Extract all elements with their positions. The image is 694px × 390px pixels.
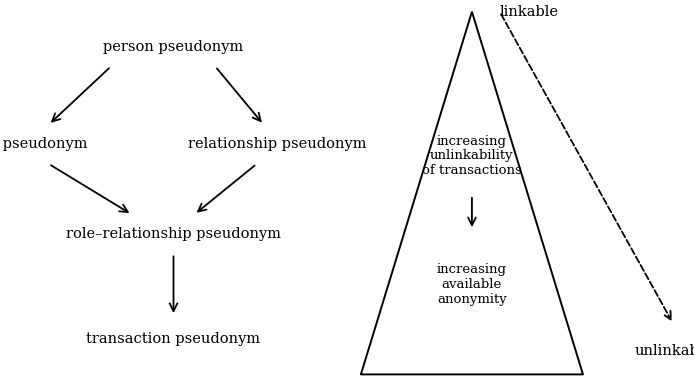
Text: role pseudonym: role pseudonym bbox=[0, 137, 87, 151]
Text: transaction pseudonym: transaction pseudonym bbox=[87, 332, 260, 346]
Text: linkable: linkable bbox=[500, 5, 559, 19]
Text: increasing
unlinkability
of transactions: increasing unlinkability of transactions bbox=[422, 135, 522, 177]
Text: role–relationship pseudonym: role–relationship pseudonym bbox=[66, 227, 281, 241]
Text: person pseudonym: person pseudonym bbox=[103, 40, 244, 54]
Text: increasing
available
anonymity: increasing available anonymity bbox=[437, 263, 507, 306]
Text: unlinkable: unlinkable bbox=[634, 344, 694, 358]
Text: relationship pseudonym: relationship pseudonym bbox=[188, 137, 367, 151]
